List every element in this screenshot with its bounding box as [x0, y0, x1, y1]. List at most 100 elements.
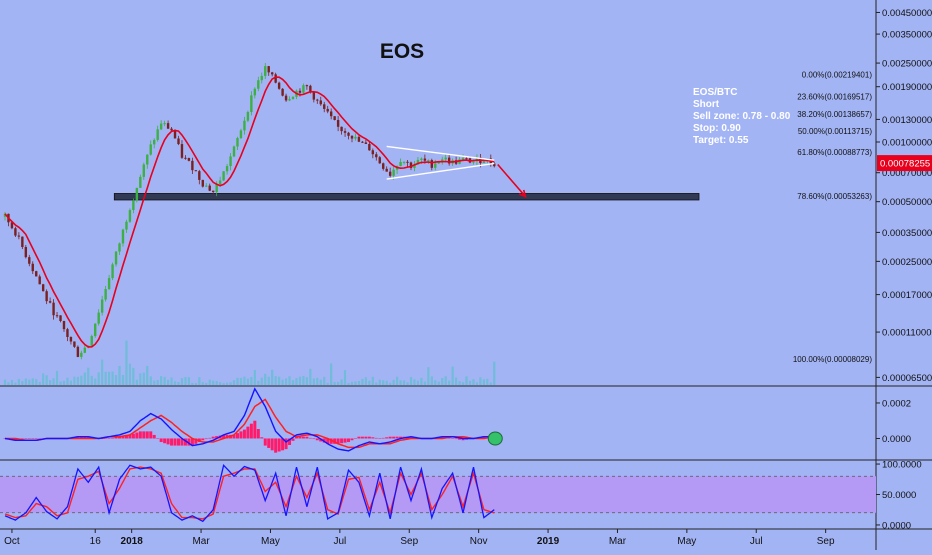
candle-up — [264, 66, 267, 76]
candle-up — [83, 347, 87, 353]
price-axis-label: 0.00100000 — [882, 137, 932, 148]
macd-histogram-bar — [149, 431, 153, 439]
candle-up — [475, 157, 479, 162]
candle-down — [465, 158, 468, 160]
macd-histogram-bar — [392, 436, 396, 439]
candle-up — [215, 184, 218, 192]
candle-up — [225, 166, 229, 172]
volume-bar — [198, 377, 201, 385]
candle-down — [382, 163, 385, 169]
fib-level-label: 38.20%(0.00138657) — [797, 110, 872, 119]
volume-bar — [354, 381, 357, 385]
candle-down — [329, 111, 333, 117]
candle-down — [191, 160, 194, 171]
macd-histogram-bar — [131, 433, 135, 439]
macd-histogram-bar — [128, 434, 132, 439]
volume-bar — [173, 381, 177, 385]
volume-bar — [486, 378, 489, 385]
candle-down — [28, 257, 31, 264]
volume-bar — [437, 381, 440, 385]
volume-bar — [382, 380, 385, 385]
candle-up — [90, 336, 93, 346]
volume-bar — [420, 377, 423, 385]
candle-down — [336, 119, 340, 127]
candle-down — [198, 171, 201, 180]
macd-histogram-bar — [163, 438, 167, 444]
macd-histogram-bar — [152, 434, 156, 439]
volume-bar — [149, 376, 152, 385]
volume-bar — [139, 373, 142, 385]
stoch-axis-label: 0.0000 — [882, 520, 911, 531]
macd-histogram-bar — [347, 438, 351, 443]
fib-level-label: 0.00%(0.00219401) — [802, 70, 873, 79]
macd-histogram-bar — [374, 437, 378, 439]
volume-bar — [104, 371, 107, 385]
volume-bar — [350, 381, 354, 385]
macd-histogram-bar — [173, 438, 177, 446]
volume-bar — [465, 376, 468, 385]
macd-histogram-bar — [353, 438, 357, 439]
candle-down — [347, 132, 350, 136]
volume-bar — [125, 340, 128, 385]
candle-up — [420, 158, 423, 160]
macd-histogram-bar — [260, 437, 264, 439]
volume-bar — [28, 379, 31, 385]
macd-histogram-bar — [270, 438, 274, 451]
volume-bar — [3, 379, 7, 385]
macd-histogram-bar — [350, 438, 354, 441]
candle-up — [239, 130, 243, 139]
volume-bar — [191, 382, 194, 385]
fib-level-label: 50.00%(0.00113715) — [798, 127, 872, 136]
candle-down — [69, 336, 73, 342]
volume-bar — [236, 377, 239, 385]
volume-bar — [444, 376, 447, 385]
macd-histogram-bar — [204, 438, 208, 440]
candle-up — [229, 156, 232, 167]
price-axis-label: 0.00025000 — [882, 257, 932, 268]
volume-bar — [441, 377, 444, 385]
volume-bar — [347, 382, 350, 385]
candle-down — [201, 179, 204, 187]
stoch-axis-label: 50.0000 — [882, 490, 916, 501]
volume-bar — [201, 382, 204, 385]
candle-down — [423, 158, 427, 161]
macd-histogram-bar — [111, 437, 115, 439]
candle-up — [354, 136, 357, 139]
price-axis-label: 0.00350000 — [882, 30, 932, 41]
volume-bar — [413, 379, 416, 385]
candle-down — [14, 228, 17, 236]
macd-histogram-bar — [187, 438, 191, 446]
target-arrow-head — [518, 189, 527, 199]
macd-histogram-bar — [170, 438, 174, 446]
time-axis-label: May — [261, 536, 280, 547]
volume-bar — [284, 378, 288, 385]
volume-bar — [219, 382, 222, 385]
volume-bar — [385, 380, 388, 385]
volume-bar — [399, 380, 402, 385]
volume-bar — [278, 376, 281, 385]
volume-bar — [295, 378, 298, 385]
volume-bar — [302, 376, 305, 385]
macd-histogram-bar — [451, 438, 455, 439]
volume-bar — [94, 378, 97, 385]
macd-histogram-bar — [232, 434, 236, 439]
candle-up — [246, 111, 250, 121]
macd-histogram-bar — [145, 431, 149, 439]
volume-bar — [305, 377, 308, 385]
macd-histogram-bar — [118, 436, 122, 439]
macd-histogram-bar — [291, 438, 295, 441]
macd-histogram-bar — [235, 433, 239, 439]
candle-down — [52, 302, 55, 316]
candle-up — [156, 129, 159, 140]
volume-bar — [427, 367, 430, 385]
volume-bar — [493, 361, 496, 385]
price-axis-label: 0.00011000 — [882, 328, 932, 339]
candle-up — [402, 161, 406, 163]
volume-bar — [253, 370, 256, 385]
macd-histogram-bar — [454, 438, 458, 440]
macd-histogram-bar — [298, 436, 302, 439]
volume-bar — [87, 367, 90, 385]
candles — [3, 62, 496, 360]
